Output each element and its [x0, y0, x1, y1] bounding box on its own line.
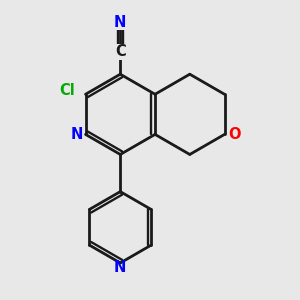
Text: N: N [114, 260, 127, 275]
Text: O: O [228, 127, 240, 142]
Text: N: N [71, 127, 83, 142]
Text: Cl: Cl [59, 83, 75, 98]
Text: C: C [115, 44, 126, 59]
Text: N: N [114, 15, 127, 30]
